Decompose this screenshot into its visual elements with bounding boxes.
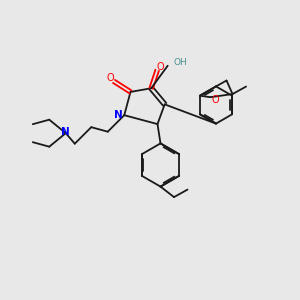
Text: O: O bbox=[156, 62, 164, 72]
Text: N: N bbox=[61, 127, 70, 137]
Text: OH: OH bbox=[173, 58, 187, 67]
Text: O: O bbox=[212, 95, 220, 105]
Text: O: O bbox=[106, 74, 114, 83]
Text: N: N bbox=[115, 110, 123, 120]
